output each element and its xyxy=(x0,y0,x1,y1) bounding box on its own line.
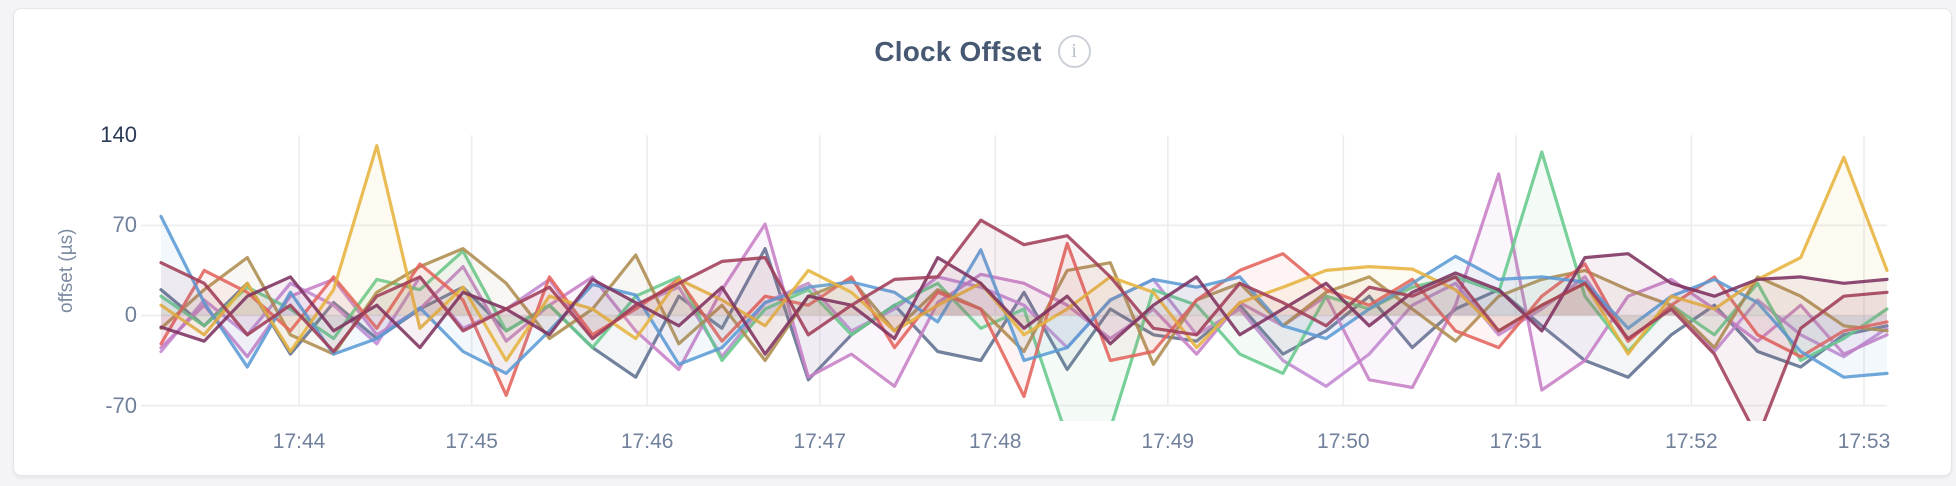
y-tick-label: 0 xyxy=(124,302,137,328)
x-tick-label: 17:44 xyxy=(272,430,326,453)
series-area-node-wine xyxy=(161,220,1887,421)
info-icon[interactable]: i xyxy=(1057,35,1091,68)
clock-offset-card: Clock Offset i offset (µs) 140 70 0 -70 17:… xyxy=(13,8,1952,476)
series-line-node-blue xyxy=(159,214,1889,379)
series-line-node-gold xyxy=(159,144,1889,363)
y-tick-label: 70 xyxy=(112,212,137,238)
series-line-node-olive xyxy=(159,247,1889,366)
x-tick-label: 17:52 xyxy=(1665,430,1718,453)
series-line-node-slate xyxy=(159,247,1889,382)
x-tick-label: 17:53 xyxy=(1837,430,1891,453)
x-tick-label: 17:48 xyxy=(968,430,1022,453)
series-area-node-olive xyxy=(161,248,1887,365)
x-tick-label: 17:49 xyxy=(1141,430,1195,453)
info-icon-glyph: i xyxy=(1071,40,1077,62)
x-tick-label: 17:45 xyxy=(445,430,498,453)
x-tick-label: 17:51 xyxy=(1489,430,1543,453)
series-line-node-orchid xyxy=(159,172,1889,392)
chart-title: Clock Offset xyxy=(874,35,1042,67)
clock-offset-chart-plot[interactable] xyxy=(139,107,1889,421)
series-area-node-salmon xyxy=(161,243,1887,397)
series-line-node-salmon xyxy=(159,241,1889,399)
x-tick-label: 17:47 xyxy=(793,430,847,453)
series-line-node-mint xyxy=(159,150,1889,421)
card-header: Clock Offset i xyxy=(14,35,1951,68)
y-tick-label: -70 xyxy=(105,392,137,418)
series-area-node-mint xyxy=(161,152,1887,421)
series-line-node-wine xyxy=(159,218,1889,421)
x-tick-label: 17:50 xyxy=(1317,430,1370,453)
y-axis-title: offset (µs) xyxy=(56,228,77,314)
series-area-node-gold xyxy=(161,145,1887,361)
y-tick-label: 140 xyxy=(100,122,137,148)
x-tick-label: 17:46 xyxy=(620,430,674,453)
